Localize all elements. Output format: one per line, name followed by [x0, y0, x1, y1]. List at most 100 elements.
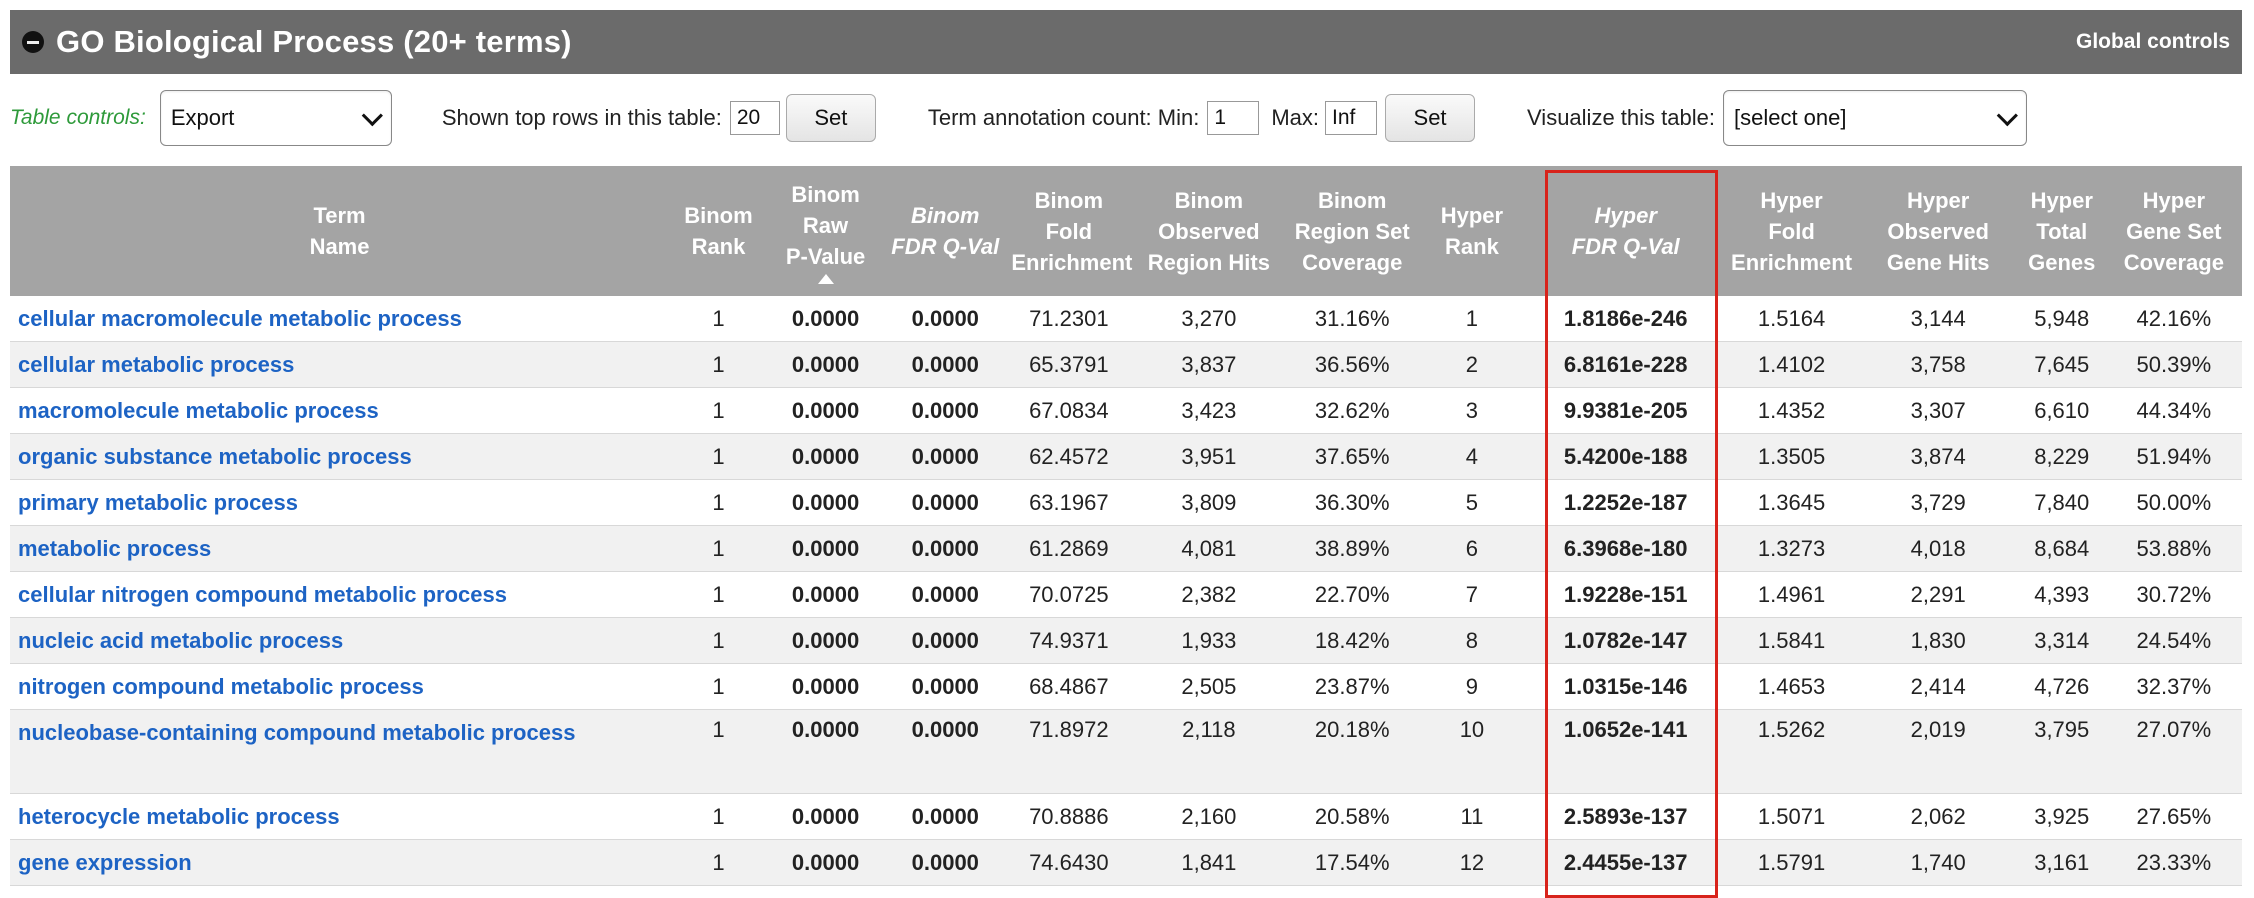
header-line: Gene Hits [1886, 249, 1990, 275]
binom-observed-cell: 1,841 [1130, 839, 1288, 886]
binom-observed-cell: 3,270 [1130, 296, 1288, 342]
hyper-rank-cell: 1 [1417, 296, 1527, 342]
term-link[interactable]: primary metabolic process [18, 490, 299, 515]
binom-coverage-cell: 23.87% [1287, 663, 1418, 710]
hyper-fdr-cell: 2.5893e-137 [1526, 793, 1725, 840]
binom-raw-p-cell: 0.0000 [767, 663, 884, 710]
chevron-down-icon [1996, 104, 2018, 126]
col-binom-fold-enrichment[interactable]: Binom Fold Enrichment [1007, 166, 1132, 296]
col-binom-rank[interactable]: Binom Rank [669, 166, 768, 296]
hyper-rank-cell: 10 [1417, 709, 1527, 794]
term-link[interactable]: cellular nitrogen compound metabolic pro… [18, 582, 507, 607]
set-count-button[interactable]: Set [1385, 94, 1476, 142]
table-header-row: Term Name Binom Rank Binom Raw P-Value Binom… [10, 166, 2242, 296]
header-line: Hyper [1594, 203, 1657, 228]
term-link[interactable]: organic substance metabolic process [18, 444, 412, 469]
col-binom-raw-p-value[interactable]: Binom Raw P-Value [767, 166, 884, 296]
table-row: cellular nitrogen compound metabolic pro… [10, 571, 2242, 618]
binom-fold-cell: 74.9371 [1007, 617, 1131, 664]
col-hyper-fdr-q-val[interactable]: Hyper FDR Q-Val [1526, 166, 1725, 296]
table-row: heterocycle metabolic process 1 0.0000 0.00… [10, 793, 2242, 840]
visualize-select[interactable]: [select one] [1722, 90, 2027, 146]
binom-coverage-cell: 20.58% [1287, 793, 1418, 840]
col-term-name[interactable]: Term Name [10, 166, 670, 296]
term-name-cell: cellular nitrogen compound metabolic pro… [10, 571, 670, 618]
chevron-down-icon [361, 104, 383, 126]
binom-fold-cell: 70.0725 [1007, 571, 1131, 618]
binom-coverage-cell: 31.16% [1287, 296, 1418, 342]
hyper-rank-cell: 6 [1417, 525, 1527, 572]
hyper-observed-cell: 3,874 [1858, 433, 2018, 480]
hyper-observed-cell: 3,144 [1858, 296, 2018, 342]
term-link[interactable]: nucleobase-containing compound metabolic… [18, 720, 576, 745]
binom-observed-cell: 2,382 [1130, 571, 1288, 618]
term-link[interactable]: nucleic acid metabolic process [18, 628, 344, 653]
term-link[interactable]: heterocycle metabolic process [18, 804, 340, 829]
table-controls-bar: Table controls: Export Shown top rows in… [10, 74, 2242, 162]
term-link[interactable]: macromolecule metabolic process [18, 398, 379, 423]
col-hyper-gene-set-coverage[interactable]: Hyper Gene Set Coverage [2105, 166, 2242, 296]
term-name-cell: nucleic acid metabolic process [10, 617, 670, 664]
col-hyper-fold-enrichment[interactable]: Hyper Fold Enrichment [1724, 166, 1859, 296]
hyper-total-genes-cell: 4,393 [2017, 571, 2106, 618]
binom-fdr-cell: 0.0000 [883, 793, 1008, 840]
hyper-fdr-cell: 1.0782e-147 [1526, 617, 1725, 664]
sort-ascending-icon[interactable] [817, 273, 834, 284]
hyper-observed-cell: 3,307 [1858, 387, 2018, 434]
hyper-total-genes-cell: 3,925 [2017, 793, 2106, 840]
term-link[interactable]: cellular metabolic process [18, 352, 295, 377]
collapse-minus-icon[interactable] [22, 31, 44, 53]
min-count-input[interactable]: 1 [1207, 101, 1260, 135]
binom-fold-cell: 61.2869 [1007, 525, 1131, 572]
hyper-coverage-cell: 24.54% [2105, 617, 2242, 664]
hyper-rank-cell: 11 [1417, 793, 1527, 840]
hyper-fold-cell: 1.4102 [1724, 341, 1859, 388]
hyper-coverage-cell: 50.00% [2105, 479, 2242, 526]
global-controls-link[interactable]: Global controls [2075, 30, 2230, 53]
term-link[interactable]: nitrogen compound metabolic process [18, 674, 424, 699]
shown-top-rows-value: 20 [736, 106, 761, 129]
hyper-total-genes-cell: 8,229 [2017, 433, 2106, 480]
header-line: Genes [2028, 249, 2096, 275]
visualize-select-value: [select one] [1733, 105, 1847, 130]
col-hyper-total-genes[interactable]: Hyper Total Genes [2017, 166, 2106, 296]
binom-fdr-cell: 0.0000 [883, 479, 1008, 526]
term-link[interactable]: cellular macromolecule metabolic process [18, 306, 462, 331]
export-select[interactable]: Export [159, 90, 392, 146]
panel-title: GO Biological Process (20+ terms) [56, 24, 572, 59]
hyper-coverage-cell: 51.94% [2105, 433, 2242, 480]
hyper-observed-cell: 2,019 [1858, 709, 2018, 794]
header-line: Binom [1174, 187, 1244, 213]
binom-fdr-cell: 0.0000 [883, 709, 1008, 794]
max-count-input[interactable]: Inf [1325, 101, 1378, 135]
binom-fold-cell: 67.0834 [1007, 387, 1131, 434]
binom-raw-p-cell: 0.0000 [767, 793, 884, 840]
binom-raw-p-cell: 0.0000 [767, 479, 884, 526]
hyper-fold-cell: 1.4653 [1724, 663, 1859, 710]
col-binom-fdr-q-val[interactable]: Binom FDR Q-Val [883, 166, 1008, 296]
term-link[interactable]: gene expression [18, 850, 192, 875]
header-line: Region Hits [1147, 249, 1270, 275]
hyper-fdr-cell: 5.4200e-188 [1526, 433, 1725, 480]
binom-coverage-cell: 36.30% [1287, 479, 1418, 526]
shown-top-rows-input[interactable]: 20 [729, 101, 780, 135]
binom-rank-cell: 1 [669, 839, 768, 886]
binom-fold-cell: 68.4867 [1007, 663, 1131, 710]
header-line: Binom [684, 203, 753, 228]
hyper-fdr-cell: 1.0652e-141 [1526, 709, 1725, 794]
binom-fdr-cell: 0.0000 [883, 839, 1008, 886]
set-top-rows-button[interactable]: Set [785, 94, 876, 142]
col-binom-observed-region-hits[interactable]: Binom Observed Region Hits [1130, 166, 1288, 296]
col-binom-region-set-coverage[interactable]: Binom Region Set Coverage [1287, 166, 1418, 296]
col-hyper-rank[interactable]: Hyper Rank [1417, 166, 1527, 296]
term-link[interactable]: metabolic process [18, 536, 212, 561]
binom-rank-cell: 1 [669, 571, 768, 618]
header-line: Hyper [1907, 187, 1970, 213]
header-line: FDR Q-Val [891, 234, 1000, 259]
hyper-observed-cell: 3,729 [1858, 479, 2018, 526]
binom-rank-cell: 1 [669, 525, 768, 572]
hyper-total-genes-cell: 6,610 [2017, 387, 2106, 434]
hyper-rank-cell: 12 [1417, 839, 1527, 886]
hyper-coverage-cell: 50.39% [2105, 341, 2242, 388]
col-hyper-observed-gene-hits[interactable]: Hyper Observed Gene Hits [1858, 166, 2018, 296]
